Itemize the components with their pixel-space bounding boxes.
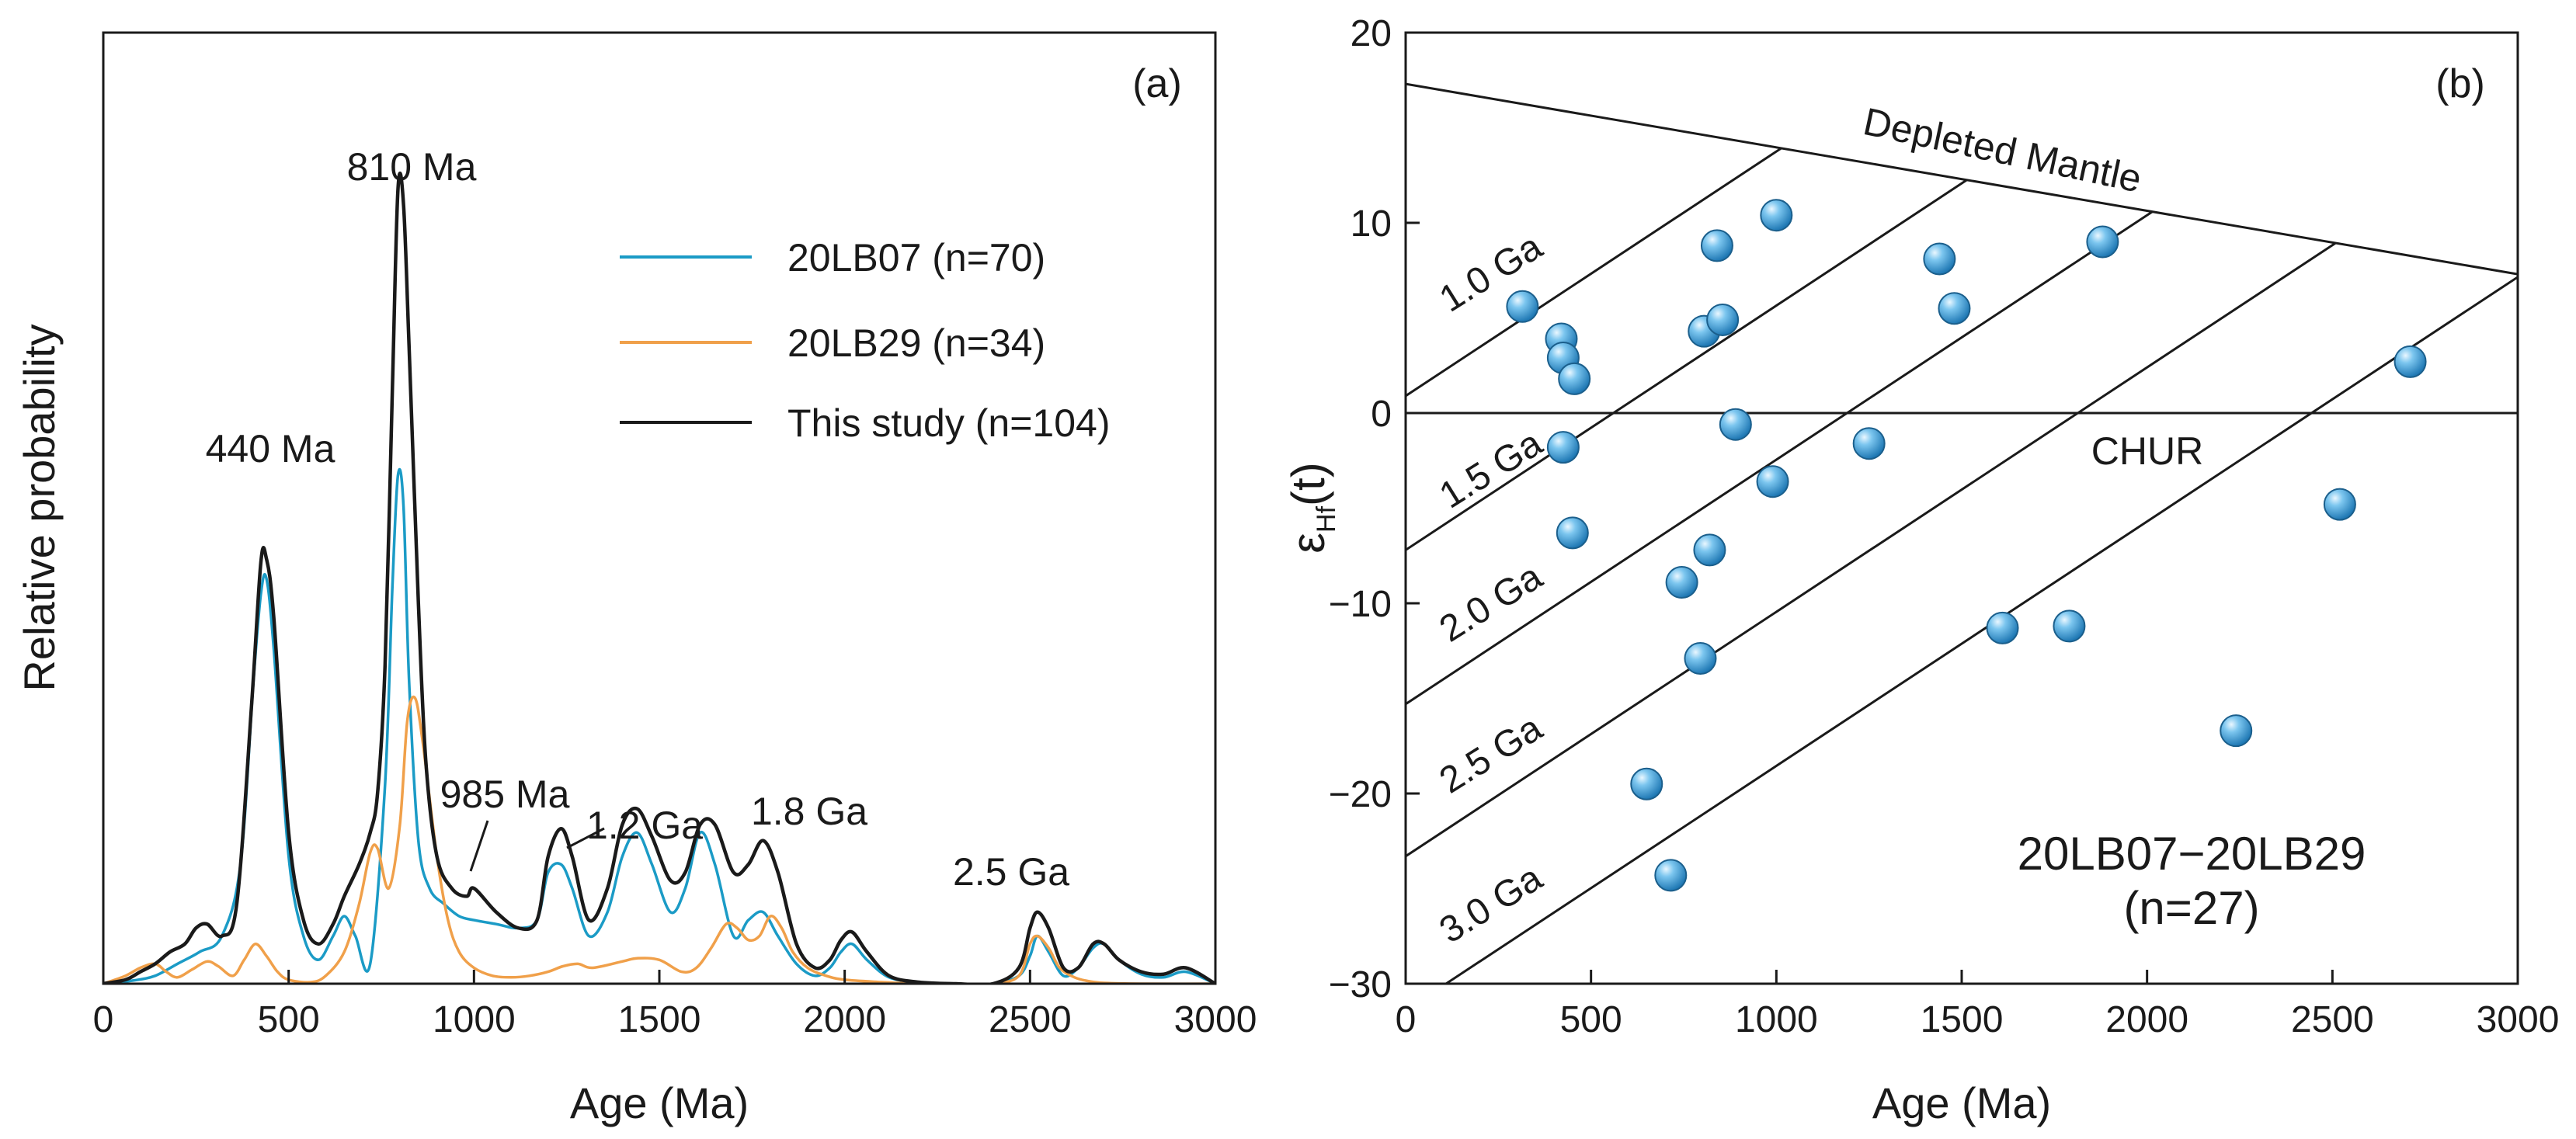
panel-b-y-axis: −30 −20 −10 0 10 20 [1329, 13, 1420, 1005]
annotation-440-ma: 440 Ma [206, 427, 335, 471]
y-label-hf-subscript: Hf [1312, 505, 1341, 533]
series-line-20lb07 [103, 468, 1215, 984]
data-point [1684, 642, 1717, 675]
x-tick-label: 1000 [433, 999, 516, 1040]
data-point [1693, 533, 1726, 567]
y-tick-label: 10 [1351, 203, 1392, 245]
y-tick-label: −30 [1329, 964, 1392, 1005]
x-tick-label: 1500 [1921, 999, 2004, 1040]
data-point [1665, 566, 1698, 599]
x-tick-label: 2000 [803, 999, 886, 1040]
data-point [1756, 465, 1789, 498]
x-tick-label: 0 [93, 999, 114, 1040]
x-tick-label: 3000 [2477, 999, 2560, 1040]
y-label-epsilon: ε [1282, 533, 1334, 554]
y-tick-label: 0 [1371, 394, 1392, 435]
panel-a-x-axis: 0 500 1000 1500 2000 2500 3000 [93, 970, 1257, 1040]
panel-b-hf-isotope-plot: 0 500 1000 1500 2000 2500 3000 −30−20−1001020 … [1282, 13, 2559, 1127]
y-tick-label: −20 [1329, 774, 1392, 815]
x-tick-label: 500 [1560, 999, 1622, 1040]
x-tick-label: 1500 [618, 999, 701, 1040]
y-tick-label: 20 [1351, 13, 1392, 54]
data-point [1938, 292, 1971, 325]
x-tick-label: 1000 [1735, 999, 1818, 1040]
model-age-line-25 [1406, 241, 2337, 858]
annotation-985-ma-leader [469, 820, 489, 872]
panel-b-sample-title: 20LB07−20LB29 [2018, 828, 2366, 880]
x-tick-label: 500 [258, 999, 320, 1040]
model-age-3-0-ga-label: 3.0 Ga [1433, 857, 1550, 951]
data-point [2393, 345, 2427, 378]
panel-a-probability-plot: 0 500 1000 1500 2000 2500 3000 (a) Age (Ma) Re… [15, 31, 1257, 1127]
model-age-2-0-ga-label: 2.0 Ga [1433, 556, 1550, 650]
panel-a-y-label: Relative probability [15, 324, 64, 691]
panel-b-sample-count: (n=27) [2123, 882, 2259, 934]
data-point [1719, 408, 1752, 441]
model-age-1-5-ga-label: 1.5 Ga [1433, 422, 1550, 516]
x-tick-label: 3000 [1174, 999, 1257, 1040]
annotation-1-8-ga: 1.8 Ga [751, 790, 867, 833]
series-line-20lb29 [103, 695, 1215, 984]
data-point [1556, 516, 1589, 550]
data-point [1706, 303, 1740, 336]
model-age-line-15 [1406, 179, 1968, 551]
model-age-line-30 [1444, 276, 2518, 984]
x-tick-label: 0 [1396, 999, 1417, 1040]
legend-label-this-study: This study (n=104) [787, 401, 1110, 445]
annotation-1-2-ga-leader [566, 827, 605, 849]
panel-b-reference-lines [1406, 82, 2518, 984]
data-point [1506, 290, 1539, 323]
data-point [1986, 611, 2019, 644]
annotation-810-ma: 810 Ma [347, 145, 477, 189]
data-point [1654, 859, 1688, 892]
panel-a-label: (a) [1132, 61, 1182, 106]
annotation-985-ma: 985 Ma [440, 773, 570, 816]
panel-b-points [1506, 199, 2427, 892]
model-age-2-5-ga-label: 2.5 Ga [1433, 707, 1550, 801]
series-line-this [103, 172, 1215, 984]
model-age-line-10 [1406, 147, 1782, 398]
model-age-line-20 [1406, 210, 2154, 706]
data-point [2220, 714, 2253, 748]
panel-a-legend: 20LB07 (n=70) 20LB29 (n=34) This study (… [620, 236, 1110, 445]
annotation-1-2-ga: 1.2 Ga [586, 804, 703, 847]
depleted-mantle-line [1406, 82, 2518, 276]
data-point [1700, 229, 1733, 262]
data-point [1558, 362, 1591, 395]
data-point [1546, 431, 1580, 464]
chur-label: CHUR [2091, 429, 2203, 473]
x-tick-label: 2500 [2291, 999, 2374, 1040]
data-point [1630, 767, 1663, 800]
data-point [2053, 609, 2086, 643]
legend-label-20lb29: 20LB29 (n=34) [787, 321, 1045, 365]
data-point [2086, 225, 2119, 259]
data-point [1760, 199, 1793, 232]
x-tick-label: 2000 [2105, 999, 2188, 1040]
y-label-t: (t) [1282, 462, 1334, 506]
svg-text:εHf(t): εHf(t) [1282, 462, 1341, 553]
panel-a-x-label: Age (Ma) [570, 1078, 749, 1127]
panel-b-label: (b) [2435, 61, 2485, 106]
x-tick-label: 2500 [989, 999, 1072, 1040]
data-point [1923, 242, 1956, 276]
data-point [2323, 488, 2356, 521]
panel-a-annotations: 810 Ma 440 Ma 985 Ma 1.2 Ga 1.8 Ga 2.5 G… [206, 145, 1070, 894]
panel-b-x-label: Age (Ma) [1872, 1078, 2051, 1127]
panel-b-x-axis: 0 500 1000 1500 2000 2500 3000 [1396, 970, 2560, 1040]
data-point [1852, 427, 1886, 460]
panel-b-y-label: εHf(t) [1282, 462, 1341, 553]
y-tick-label: −10 [1329, 584, 1392, 625]
annotation-2-5-ga: 2.5 Ga [953, 850, 1069, 894]
legend-label-20lb07: 20LB07 (n=70) [787, 236, 1045, 280]
